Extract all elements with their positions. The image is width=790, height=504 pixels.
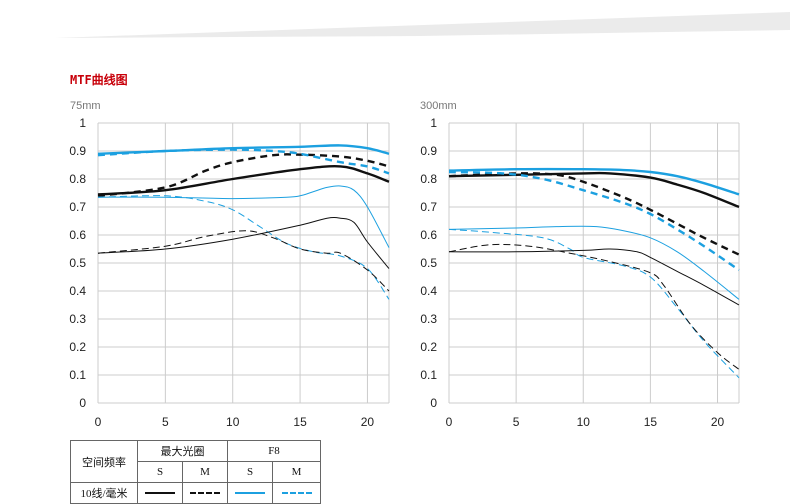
y-tick-label: 0.2	[420, 340, 437, 354]
legend-col-s: S	[227, 461, 273, 483]
chart-title-75mm: 75mm	[70, 100, 101, 112]
legend-row-10lp: 10线/毫米	[70, 482, 138, 504]
legend-col-m: M	[182, 461, 228, 483]
series-black-solid-thin	[97, 216, 390, 269]
y-tick-label: 0.2	[69, 340, 86, 354]
y-tick-label: 0.8	[420, 172, 437, 186]
y-tick-label: 0.7	[420, 200, 437, 214]
y-tick-label: 0	[430, 396, 437, 410]
series-black-dashed	[448, 172, 740, 256]
x-tick-label: 15	[644, 415, 658, 429]
y-tick-label: 1	[430, 116, 437, 130]
y-tick-label: 0.9	[420, 144, 437, 158]
legend-col-m: M	[272, 461, 321, 483]
y-tick-label: 0.5	[69, 256, 86, 270]
x-tick-label: 5	[162, 415, 169, 429]
series-black-solid	[448, 171, 740, 209]
x-tick-label: 10	[577, 415, 591, 429]
y-tick-label: 0.3	[420, 312, 437, 326]
y-tick-label: 0.3	[69, 312, 86, 326]
x-tick-label: 0	[446, 415, 453, 429]
x-tick-label: 5	[513, 415, 520, 429]
series-blue-solid	[97, 144, 390, 155]
series-blue-dashed	[448, 170, 740, 271]
legend-col-s: S	[137, 461, 183, 483]
header-banner	[55, 12, 790, 38]
x-tick-label: 0	[95, 415, 102, 429]
legend-swatch-blue-solid	[227, 482, 273, 504]
series-black-dashed	[97, 153, 390, 197]
y-tick-label: 0	[79, 396, 86, 410]
series-blue-solid-thin	[97, 185, 390, 248]
series-black-dashed-thin	[97, 230, 390, 292]
mtf-charts: 00.10.20.30.40.50.60.70.80.910 5 10 15 2000.…	[69, 116, 740, 429]
y-tick-label: 0.1	[69, 368, 86, 382]
banner-wedge	[55, 12, 790, 38]
y-tick-label: 0.1	[420, 368, 437, 382]
y-tick-label: 0.8	[69, 172, 86, 186]
series-black-dashed-thin	[448, 243, 740, 370]
series-blue-solid	[448, 167, 740, 196]
series-blue-dashed-thin	[448, 228, 740, 379]
y-tick-label: 0.6	[69, 228, 86, 242]
y-tick-label: 1	[79, 116, 86, 130]
chart-title-300mm: 300mm	[420, 100, 457, 112]
x-tick-label: 20	[711, 415, 725, 429]
legend-table: 空间频率 最大光圈 F8 S M S M 10线/毫米	[70, 440, 321, 504]
y-tick-label: 0.4	[69, 284, 86, 298]
legend-row-header: 空间频率	[70, 440, 138, 483]
legend-group-f8: F8	[227, 440, 321, 462]
series-blue-dashed-thin	[97, 195, 390, 300]
series-blue-dashed	[97, 148, 390, 175]
y-tick-label: 0.6	[420, 228, 437, 242]
legend-swatch-black-dashed	[182, 482, 228, 504]
legend-swatch-blue-dashed	[272, 482, 321, 504]
series-blue-solid-thin	[448, 225, 740, 300]
y-tick-label: 0.9	[69, 144, 86, 158]
legend-swatch-black-solid	[137, 482, 183, 504]
y-tick-label: 0.7	[69, 200, 86, 214]
x-tick-label: 15	[293, 415, 307, 429]
page-title: MTF曲线图	[70, 73, 128, 87]
legend-group-max-aperture: 最大光圈	[137, 440, 228, 462]
x-tick-label: 20	[361, 415, 375, 429]
x-tick-label: 10	[226, 415, 240, 429]
y-tick-label: 0.4	[420, 284, 437, 298]
series-black-solid	[97, 165, 390, 196]
series-black-solid-thin	[448, 248, 740, 306]
y-tick-label: 0.5	[420, 256, 437, 270]
